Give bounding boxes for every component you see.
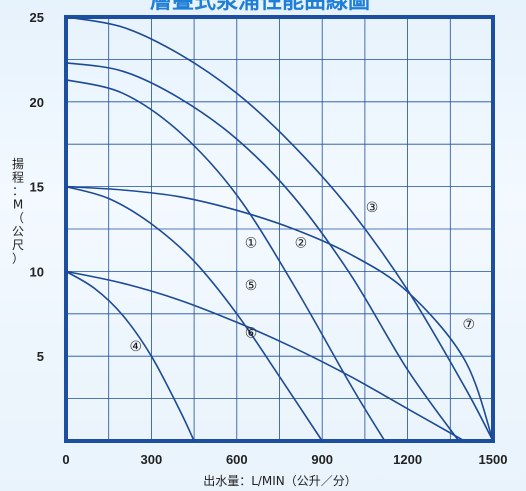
curve-4 — [65, 270, 195, 442]
y-axis-label-char: M — [13, 198, 23, 212]
y-axis-label-char: ： — [12, 184, 24, 198]
curve-2 — [65, 62, 460, 442]
curve-label-5: ⑤ — [245, 278, 258, 294]
y-axis-label: 揚程：M（公尺） — [12, 157, 24, 266]
curve-label-6: ⑥ — [245, 325, 258, 341]
y-axis-label-char: 公 — [12, 225, 24, 239]
curve-label-1: ① — [245, 236, 258, 252]
y-tick-label: 5 — [37, 349, 44, 364]
y-tick-label: 10 — [30, 264, 44, 279]
x-tick-label: 300 — [141, 452, 163, 467]
x-tick-label: 0 — [62, 452, 69, 467]
x-tick-label: 900 — [311, 452, 333, 467]
curve-label-3: ③ — [366, 200, 379, 216]
curve-3 — [65, 16, 494, 442]
y-tick-label: 15 — [30, 180, 44, 195]
x-tick-label: 1200 — [393, 452, 422, 467]
x-tick-label: 1500 — [479, 452, 508, 467]
curves — [65, 16, 494, 442]
curve-1 — [65, 79, 386, 442]
curve-label-7: ⑦ — [463, 317, 476, 333]
curve-labels: ① ② ③ ④ ⑤ ⑥ ⑦ — [129, 200, 475, 355]
curve-6 — [65, 270, 465, 442]
y-axis-label-char: ） — [12, 252, 24, 266]
x-axis-label: 出水量：L/MIN（公升／分） — [203, 474, 357, 488]
y-tick-labels: 5 10 15 20 25 — [30, 10, 44, 364]
y-axis-label-char: 程 — [12, 170, 24, 185]
curve-label-4: ④ — [129, 339, 142, 355]
x-tick-labels: 0 300 600 900 1200 1500 — [62, 452, 507, 467]
y-axis-label-char: （ — [12, 211, 24, 225]
y-axis-label-char: 尺 — [12, 238, 24, 252]
x-tick-label: 600 — [226, 452, 248, 467]
chart-title: 層疊式泵浦性能曲線圖 — [150, 0, 370, 14]
y-tick-label: 25 — [30, 10, 44, 25]
y-tick-label: 20 — [30, 95, 44, 110]
curve-5 — [65, 185, 323, 442]
curve-7 — [65, 185, 494, 442]
curve-label-2: ② — [295, 236, 308, 252]
y-axis-label-char: 揚 — [12, 157, 24, 171]
plot-frame — [64, 15, 495, 443]
grid-lines — [66, 17, 493, 441]
